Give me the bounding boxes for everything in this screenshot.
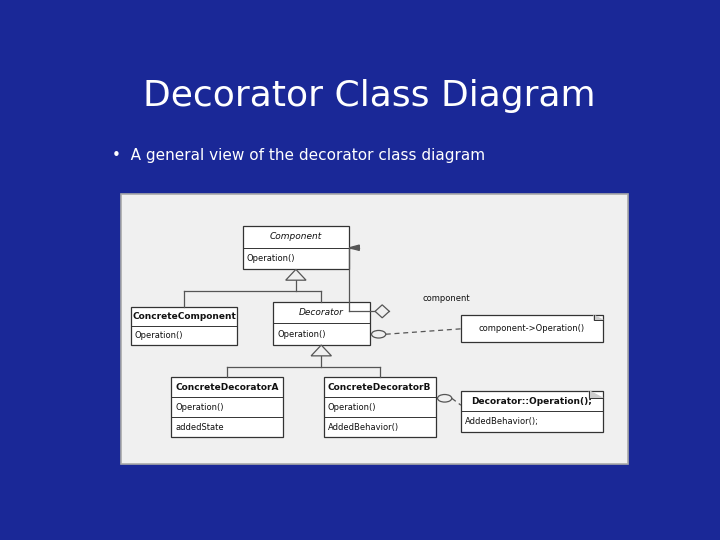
Bar xyxy=(121,194,629,464)
Text: Decorator Class Diagram: Decorator Class Diagram xyxy=(143,79,595,113)
Text: •  A general view of the decorator class diagram: • A general view of the decorator class … xyxy=(112,148,485,163)
